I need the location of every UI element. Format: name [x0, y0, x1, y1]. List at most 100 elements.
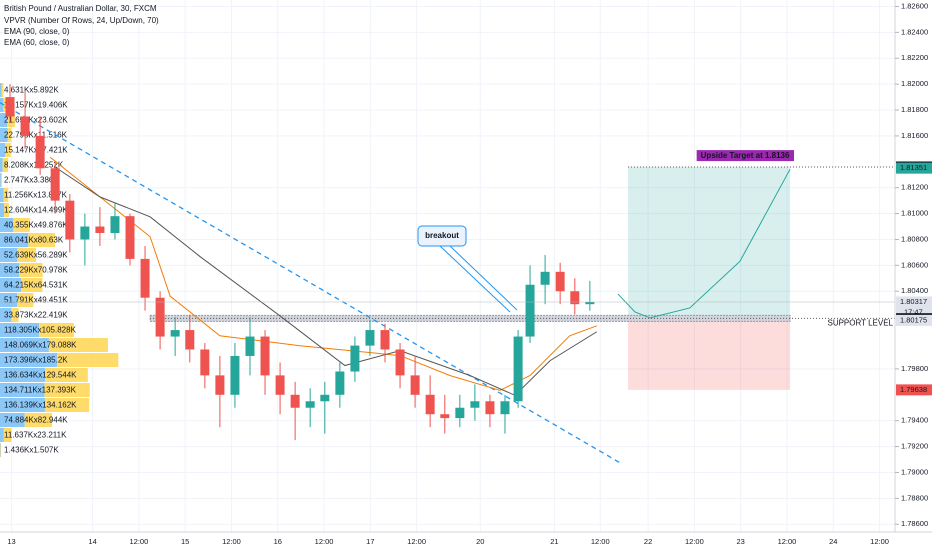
- candle-body: [155, 297, 165, 337]
- volume-up-bar: [0, 173, 1, 187]
- volume-down-bar: [0, 173, 3, 187]
- target-label: Upside Target at 1.8136: [701, 151, 790, 160]
- volume-up-bar: [0, 353, 58, 367]
- volume-up-bar: [0, 128, 8, 142]
- volume-label: 12.604Kx14.499K: [4, 206, 68, 215]
- callout-box: [417, 225, 467, 247]
- volume-down-bar: [4, 143, 11, 157]
- candle-body: [485, 401, 495, 415]
- candle-body: [20, 116, 30, 136]
- candle-body: [80, 226, 90, 240]
- candle-body: [230, 355, 240, 395]
- volume-up-bar: [0, 248, 18, 262]
- volume-up-bar: [0, 158, 3, 172]
- volume-up-bar: [0, 323, 40, 337]
- volume-up-bar: [0, 278, 22, 292]
- volume-label: 8.208Kx16.252K: [4, 161, 64, 170]
- volume-up-bar: [0, 113, 8, 127]
- candle-body: [170, 330, 180, 337]
- volume-up-bar: [0, 83, 2, 97]
- x-tick-label: 15: [181, 537, 189, 546]
- x-tick-label: 12:00: [222, 537, 241, 546]
- candle-body: [185, 330, 195, 350]
- volume-up-bar: [0, 338, 49, 352]
- x-tick-label: 17: [366, 537, 374, 546]
- x-tick-label: 12:00: [315, 537, 334, 546]
- y-tick-label: 1.78800: [901, 493, 928, 502]
- volume-label: 10.157Kx19.406K: [4, 101, 68, 110]
- candle-body: [525, 284, 535, 337]
- x-tick-label: 12:00: [407, 537, 426, 546]
- volume-label: 11.637Kx23.211K: [4, 431, 67, 440]
- chart-title: British Pound / Australian Dollar, 30, F…: [4, 4, 157, 13]
- candle-body: [365, 330, 375, 346]
- volume-up-bar: [0, 263, 20, 277]
- volume-down-bar: [57, 353, 119, 367]
- x-tick-label: 24: [829, 537, 837, 546]
- x-tick-label: 14: [88, 537, 96, 546]
- y-tick-label: 1.82400: [901, 27, 928, 36]
- y-tick-label: 1.79800: [901, 364, 928, 373]
- price-label: 1.80317: [900, 297, 927, 306]
- volume-label: 21.656Kx23.602K: [4, 116, 68, 125]
- candle-body: [245, 336, 255, 356]
- countdown: 17:47: [904, 307, 923, 316]
- candle-body: [5, 97, 15, 117]
- candle-body: [555, 271, 565, 292]
- volume-down-bar: [44, 398, 90, 412]
- volume-profile: 4.631Kx5.892K 10.157Kx19.406K 21.656Kx23.6…: [0, 83, 119, 457]
- volume-down-bar: [17, 248, 36, 262]
- volume-label: 52.639Kx56.289K: [4, 251, 68, 260]
- candle-body: [425, 394, 435, 415]
- y-tick-label: 1.80800: [901, 234, 928, 243]
- candle-body: [570, 291, 580, 305]
- volume-label: 58.229Kx70.978K: [4, 266, 68, 275]
- volume-label: 136.634Kx129.544K: [4, 371, 77, 380]
- candle-body: [540, 271, 550, 285]
- volume-label: 136.139Kx134.162K: [4, 401, 77, 410]
- volume-down-bar: [44, 383, 90, 397]
- callout-pointer: [439, 245, 511, 313]
- x-tick-label: 12:00: [778, 537, 797, 546]
- candle-body: [440, 414, 450, 419]
- volume-down-bar: [7, 128, 12, 142]
- candle-body: [320, 394, 330, 402]
- volume-down-bar: [4, 203, 9, 217]
- indicator: EMA (60, close, 0): [4, 38, 70, 47]
- candle-body: [50, 168, 60, 201]
- volume-label: 74.884Kx82.944K: [4, 416, 68, 425]
- volume-up-bar: [0, 368, 46, 382]
- volume-up-bar: [0, 188, 4, 202]
- price-label-bg: [896, 314, 932, 326]
- candle-body: [290, 394, 300, 408]
- volume-label: 134.711Kx137.393K: [4, 386, 77, 395]
- volume-label: 11.256Kx13.867K: [4, 191, 68, 200]
- y-tick-label: 1.81000: [901, 209, 928, 218]
- y-tick-label: 1.79200: [901, 442, 928, 451]
- volume-up-bar: [0, 308, 12, 322]
- candle-body: [335, 371, 345, 395]
- price-label-bg: [896, 296, 932, 308]
- breakout-callout: breakout: [417, 225, 518, 313]
- candle-body: [410, 375, 420, 395]
- x-tick-label: 12:00: [129, 537, 148, 546]
- volume-down-bar: [2, 158, 9, 172]
- price-label-bg: [896, 162, 932, 174]
- y-tick-label: 1.82000: [901, 79, 928, 88]
- candle-body: [35, 135, 45, 169]
- volume-label: 173.396Kx185.2K: [4, 356, 68, 365]
- y-tick-label: 1.81600: [901, 131, 928, 140]
- candle-body: [65, 200, 75, 240]
- volume-down-bar: [3, 188, 9, 202]
- volume-label: 51.791Kx49.451K: [4, 296, 68, 305]
- candle-body: [513, 336, 523, 402]
- x-tick-label: 16: [274, 537, 282, 546]
- x-tick-label: 12:00: [685, 537, 704, 546]
- volume-down-bar: [21, 278, 43, 292]
- candle-body: [110, 216, 120, 233]
- x-tick-label: 12:00: [591, 537, 610, 546]
- candle-body: [305, 401, 315, 408]
- volume-up-bar: [0, 413, 25, 427]
- candle-body: [470, 401, 480, 408]
- volume-up-bar: [0, 143, 5, 157]
